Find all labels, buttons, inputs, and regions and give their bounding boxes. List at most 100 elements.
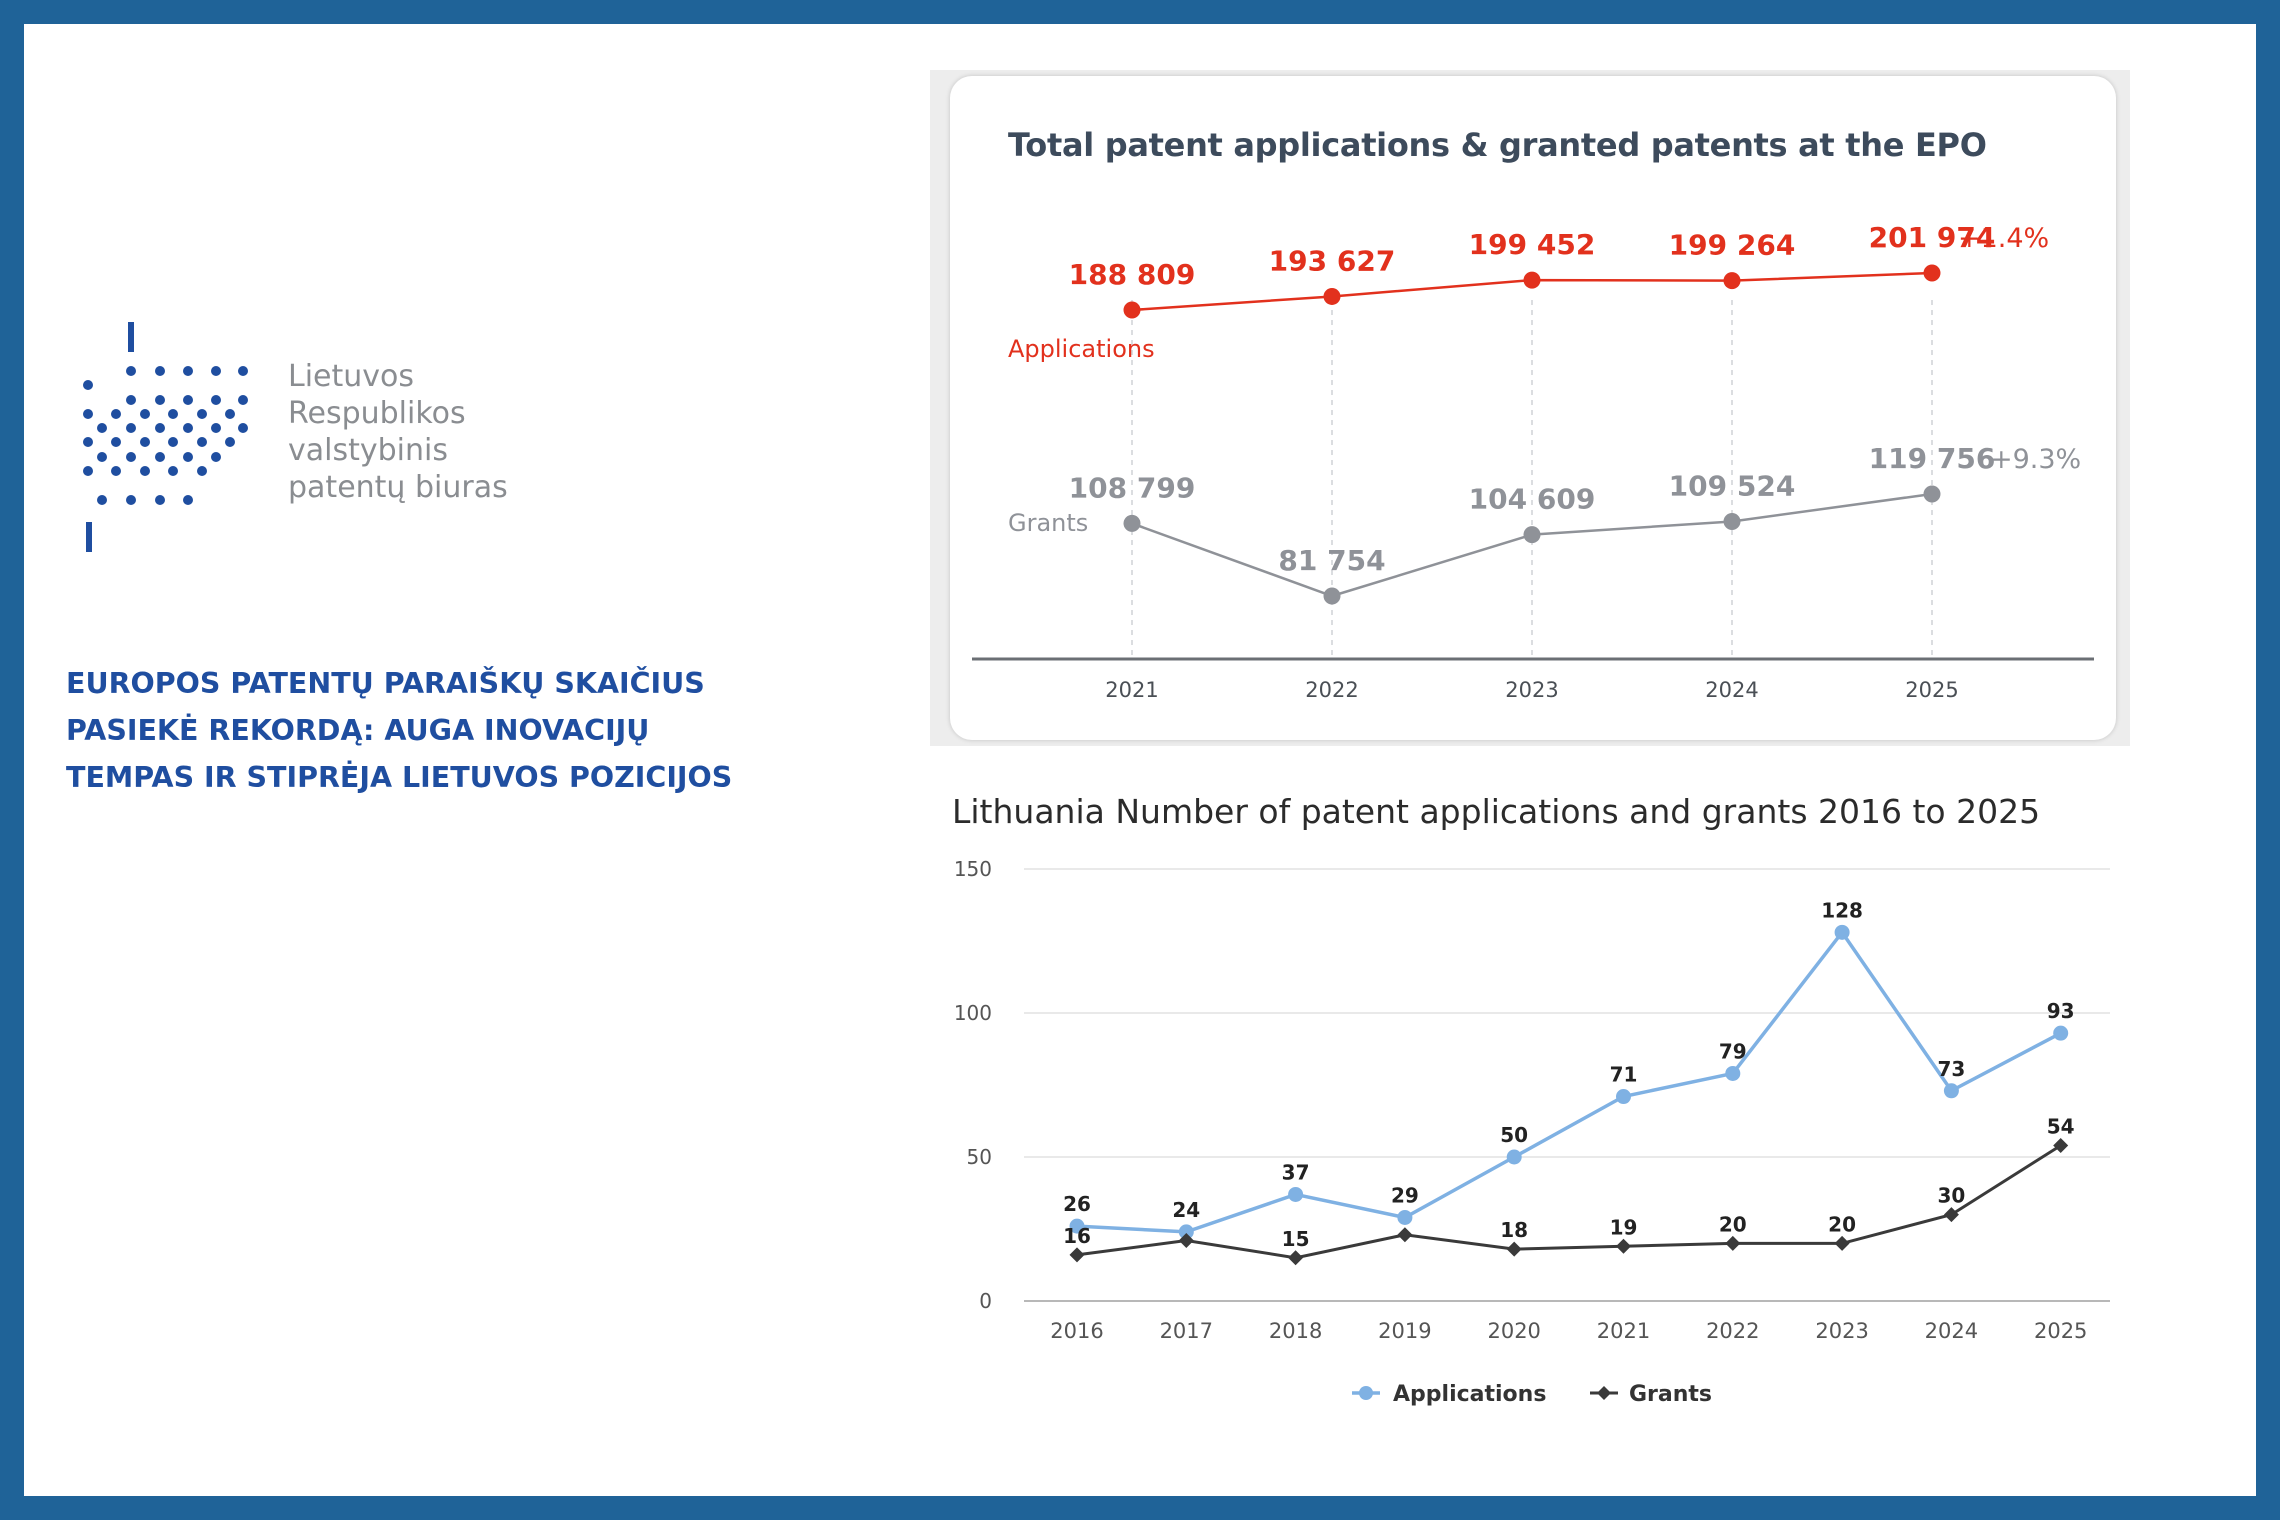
logo-dot (83, 409, 93, 419)
epo-x-tick-label: 2024 (1705, 678, 1758, 702)
lt-grants-point (1506, 1241, 1522, 1257)
lt-grants-point (1834, 1235, 1850, 1251)
lt-x-tick-label: 2018 (1269, 1319, 1322, 1343)
epo-grants-point (1123, 514, 1141, 532)
logo-text: Lietuvos Respublikos valstybinis patentų… (288, 358, 508, 506)
lt-grants-point (2053, 1137, 2069, 1153)
epo-applications-change: +1.4% (1958, 223, 2049, 254)
epo-applications-label: 188 809 (1069, 258, 1196, 291)
logo-dot (225, 409, 235, 419)
lt-applications-line (1076, 929, 2062, 1234)
lt-x-tick-label: 2022 (1706, 1319, 1759, 1343)
logo-dot (140, 409, 150, 419)
lt-y-tick-label: 150 (954, 857, 992, 881)
logo-dot (211, 452, 221, 462)
lt-grants-point (1725, 1235, 1741, 1251)
epo-applications-point (1923, 264, 1941, 282)
epo-applications-point (1523, 271, 1541, 289)
lt-applications-data-label: 128 (1821, 898, 1863, 922)
logo-dot (168, 466, 178, 476)
lt-y-tick-label: 0 (979, 1289, 992, 1313)
lt-x-tick-label: 2024 (1925, 1319, 1978, 1343)
lt-applications-point (1725, 1065, 1741, 1081)
logo-dot (183, 452, 193, 462)
headline-line: EUROPOS PATENTŲ PARAIŠKŲ SKAIČIUS (66, 667, 705, 700)
lt-applications-data-label: 29 (1391, 1183, 1419, 1207)
epo-x-tick-label: 2021 (1105, 678, 1158, 702)
lt-grants-data-label: 20 (1719, 1212, 1747, 1236)
logo-dot (155, 366, 165, 376)
epo-grants-point (1723, 512, 1741, 530)
logo-dot (225, 437, 235, 447)
lt-grants-point (1178, 1233, 1194, 1249)
epo-applications-point (1123, 301, 1141, 319)
logo-dot (183, 495, 193, 505)
logo-dot (83, 380, 93, 390)
logo-dot (238, 366, 248, 376)
lt-applications-data-label: 50 (1500, 1123, 1528, 1147)
lt-applications-data-label: 93 (2047, 999, 2075, 1023)
lt-applications-data-label: 37 (1282, 1160, 1310, 1184)
logo-dot (197, 409, 207, 419)
epo-grants-point (1323, 587, 1341, 605)
epo-grants-label: 104 609 (1469, 483, 1596, 516)
logo-dot (168, 409, 178, 419)
logo-dot (197, 437, 207, 447)
headline: EUROPOS PATENTŲ PARAIŠKŲ SKAIČIUS PASIEK… (66, 660, 826, 801)
headline-line: TEMPAS IR STIPRĖJA LIETUVOS POZICIJOS (66, 761, 733, 794)
logo-dot (211, 366, 221, 376)
epo-applications-point (1723, 272, 1741, 290)
logo-dot (168, 437, 178, 447)
epo-x-tick-label: 2023 (1505, 678, 1558, 702)
logo-dot (197, 466, 207, 476)
lt-applications-data-label: 26 (1063, 1192, 1091, 1216)
logo-dot (183, 366, 193, 376)
logo-line: Lietuvos (288, 359, 415, 394)
epo-grants-series-label: Grants (1008, 509, 1088, 537)
logo-dot (238, 395, 248, 405)
epo-applications-label: 193 627 (1269, 244, 1396, 277)
logo-dot (97, 495, 107, 505)
epo-applications-point (1323, 287, 1341, 305)
lt-grants-data-label: 15 (1282, 1227, 1310, 1251)
logo-dot (183, 423, 193, 433)
logo-dot (126, 423, 136, 433)
logo-line: valstybinis (288, 433, 448, 468)
lt-grants-data-label: 19 (1610, 1215, 1638, 1239)
lt-grants-data-label: 54 (2047, 1114, 2075, 1138)
logo-dot (83, 437, 93, 447)
lt-grants-point (1943, 1207, 1959, 1223)
lt-applications-point (1178, 1224, 1194, 1240)
lt-grants-data-label: 30 (1937, 1184, 1965, 1208)
lt-applications-data-label: 73 (1937, 1057, 1965, 1081)
lt-x-tick-label: 2020 (1487, 1319, 1540, 1343)
logo-dot (155, 495, 165, 505)
logo-dot (111, 409, 121, 419)
logo-dot (97, 423, 107, 433)
lt-applications-point (1506, 1149, 1522, 1165)
logo-bar (86, 522, 92, 552)
epo-grants-point (1523, 526, 1541, 544)
logo-line: patentų biuras (288, 470, 508, 505)
logo-dot (155, 423, 165, 433)
epo-applications-label: 199 452 (1469, 228, 1596, 261)
logo-dot (126, 366, 136, 376)
lt-x-tick-label: 2021 (1597, 1319, 1650, 1343)
lt-grants-point (1288, 1250, 1304, 1266)
logo-dot (211, 423, 221, 433)
lt-grants-data-label: 16 (1063, 1224, 1091, 1248)
epo-grants-point (1923, 485, 1941, 503)
epo-grants-label: 119 756 (1869, 442, 1996, 475)
epo-x-tick-label: 2022 (1305, 678, 1358, 702)
logo-line: Respublikos (288, 396, 466, 431)
lt-legend-applications-label: Applications (1393, 1382, 1546, 1407)
lt-grants-line (1076, 1144, 2062, 1260)
logo-dot (126, 452, 136, 462)
logo-dot (126, 495, 136, 505)
logo-dot (211, 395, 221, 405)
lt-x-tick-label: 2019 (1378, 1319, 1431, 1343)
lt-applications-point (2053, 1025, 2069, 1041)
